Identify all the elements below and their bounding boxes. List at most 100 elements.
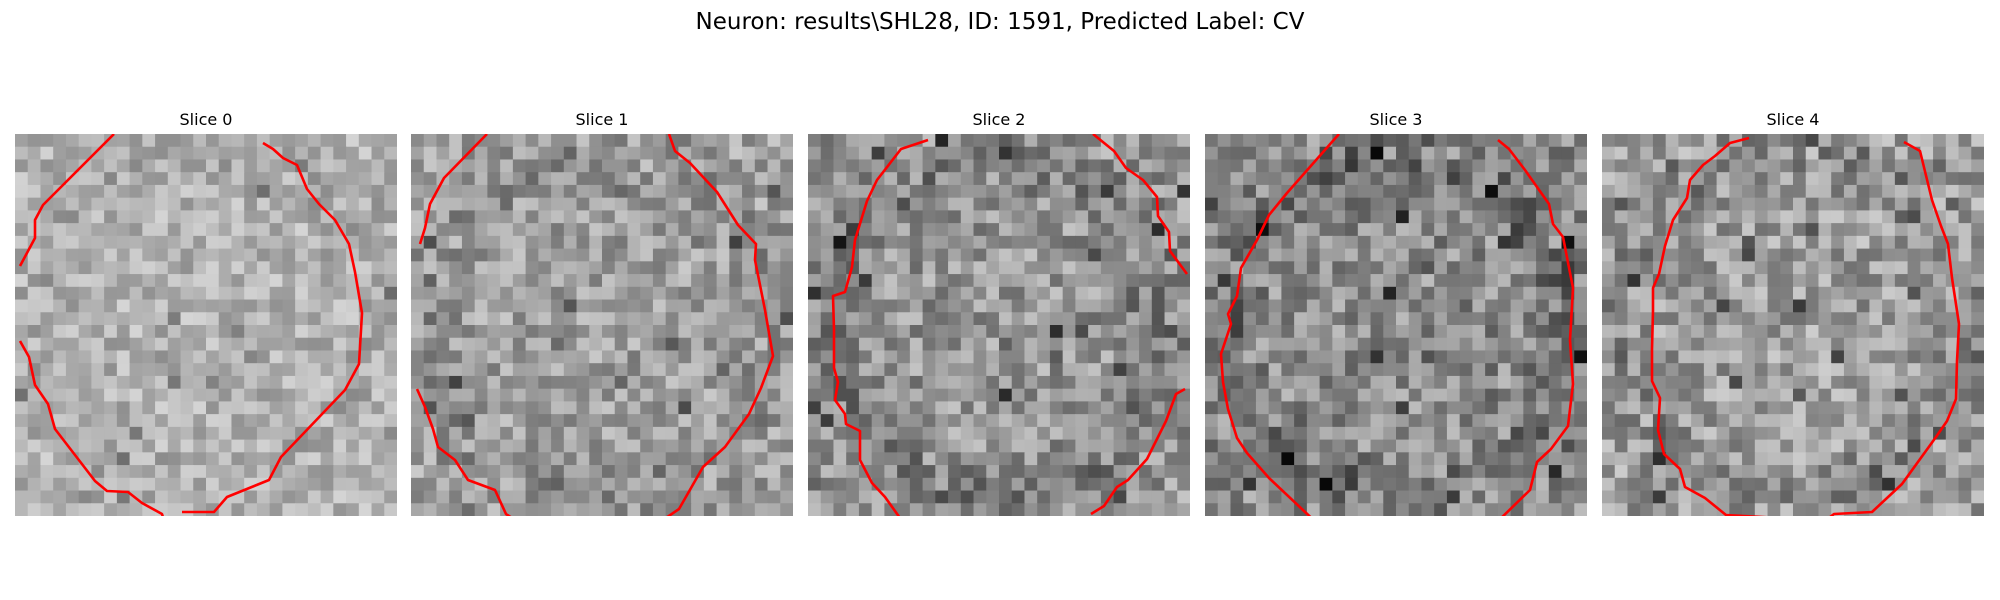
pixel [155, 184, 169, 199]
pixel [1126, 261, 1140, 275]
pixel [922, 388, 936, 402]
pixel [1574, 159, 1587, 173]
pixel [1383, 490, 1397, 504]
pixel [15, 477, 29, 492]
pixel [1971, 159, 1984, 173]
pixel [1011, 388, 1026, 402]
pixel [602, 299, 616, 313]
pixel [1345, 465, 1359, 479]
pixel [1177, 477, 1190, 492]
pixel [589, 503, 603, 516]
pixel [1627, 184, 1641, 199]
pixel [1088, 401, 1102, 415]
pixel [1255, 375, 1270, 390]
pixel [884, 159, 898, 173]
pixel [1472, 452, 1486, 466]
pixel [986, 414, 1000, 428]
pixel [1574, 465, 1587, 479]
pixel [1894, 210, 1909, 224]
pixel [1640, 414, 1654, 428]
pixel [1920, 401, 1934, 415]
pixel [1754, 210, 1769, 224]
pixel [384, 197, 397, 211]
pixel [1421, 172, 1435, 186]
pixel [935, 363, 949, 377]
pixel [1742, 375, 1756, 390]
pixel [1665, 172, 1679, 186]
pixel [384, 184, 397, 199]
pixel [1691, 197, 1705, 211]
pixel [1434, 503, 1448, 516]
pixel [1843, 286, 1858, 301]
pixel [1561, 325, 1575, 339]
pixel [167, 184, 182, 199]
pixel [1024, 274, 1038, 288]
pixel [295, 325, 309, 339]
pixel [935, 134, 949, 148]
pixel [960, 465, 975, 479]
pixel [1703, 210, 1718, 224]
pixel [1665, 146, 1679, 161]
pixel [1665, 414, 1679, 428]
pixel [1126, 414, 1140, 428]
pixel [640, 286, 654, 301]
pixel [909, 299, 924, 313]
pixel [320, 172, 334, 186]
pixel [551, 375, 565, 390]
pixel [1703, 426, 1718, 441]
pixel [346, 312, 360, 326]
pixel [65, 414, 80, 428]
pixel [576, 363, 590, 377]
pixel [551, 452, 565, 466]
pixel [935, 286, 949, 301]
pixel [358, 274, 373, 288]
pixel [1421, 388, 1435, 402]
pixel [1243, 490, 1257, 504]
pixel [461, 350, 476, 364]
pixel [1164, 274, 1178, 288]
pixel [1075, 363, 1089, 377]
pixel [1805, 490, 1820, 504]
pixel [487, 465, 501, 479]
pixel [935, 375, 949, 390]
pixel [820, 146, 835, 161]
pixel [551, 325, 565, 339]
pixel [589, 350, 603, 364]
pixel [180, 375, 194, 390]
pixel [1640, 477, 1654, 492]
pixel [333, 337, 347, 352]
pixel [742, 197, 756, 211]
pixel [1793, 159, 1807, 173]
pixel [320, 325, 334, 339]
pixel [1843, 248, 1858, 262]
pixel [627, 197, 641, 211]
pixel [627, 159, 641, 173]
pixel [1691, 312, 1705, 326]
pixel [78, 312, 92, 326]
pixel [411, 401, 425, 415]
pixel [1754, 363, 1769, 377]
pixel [91, 146, 105, 161]
pixel [1894, 159, 1909, 173]
pixel [960, 337, 975, 352]
pixel [1971, 414, 1984, 428]
pixel [1754, 172, 1769, 186]
pixel [576, 477, 590, 492]
pixel [1640, 465, 1654, 479]
pixel-grid [1602, 134, 1984, 516]
pixel [1523, 210, 1537, 224]
pixel [1088, 465, 1102, 479]
pixel [884, 465, 898, 479]
pixel [999, 477, 1013, 492]
pixel [333, 312, 347, 326]
pixel [999, 159, 1013, 173]
pixel [487, 312, 501, 326]
pixel [1357, 197, 1372, 211]
pixel [142, 490, 156, 504]
pixel [897, 172, 911, 186]
pixel [129, 172, 143, 186]
pixel [40, 172, 54, 186]
pixel [780, 274, 793, 288]
pixel [935, 325, 949, 339]
pixel [665, 350, 679, 364]
